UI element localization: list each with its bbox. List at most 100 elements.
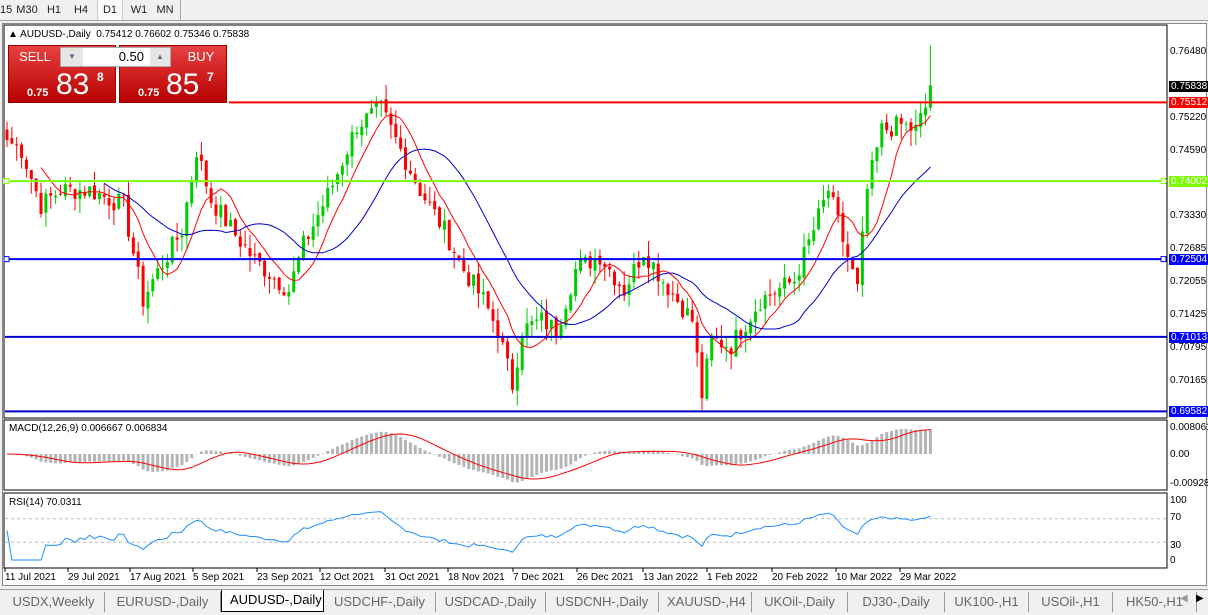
candle-body [909,122,913,131]
macd-histogram-bar [530,454,534,477]
macd-histogram-bar [165,454,169,471]
candle-body [491,309,495,321]
candle-body [306,236,310,239]
tf-h1[interactable]: H1 [46,4,62,16]
date-tick: 12 Oct 2021 [320,572,375,583]
date-tick: 26 Dec 2021 [577,572,634,583]
tf-m15[interactable]: 15 [0,4,13,16]
tab-ukoil-daily[interactable]: UKOil-,Daily [752,592,848,612]
tf-w1[interactable]: W1 [130,4,148,16]
candle-body [564,308,568,326]
candle-body [817,208,821,230]
candle-body [331,185,335,188]
macd-histogram-bar [481,454,485,473]
candle-body [778,287,782,297]
macd-histogram-bar [311,454,315,458]
candle-body [15,144,19,146]
candle-body [238,236,242,247]
buy-price-prefix: 0.75 [138,87,160,99]
candle-body [856,267,859,285]
candle-body [44,193,48,213]
candle-body [574,269,578,297]
tab-dj30-daily[interactable]: DJ30-,Daily [848,592,945,612]
blue-line-tag: 0.69582 [1169,406,1208,417]
tab-usdcnh-daily[interactable]: USDCNH-,Daily [546,592,659,612]
candle-body [700,352,704,399]
date-tick: 13 Jan 2022 [643,572,699,583]
tab-usdchf-daily[interactable]: USDCHF-,Daily [324,592,436,612]
tf-h4[interactable]: H4 [73,4,89,16]
candle-body [870,159,874,189]
candle-body [666,284,670,296]
macd-histogram-bar [603,450,607,454]
macd-histogram-bar [365,434,369,454]
macd-histogram-bar [447,454,451,462]
date-tick: 10 Mar 2022 [836,572,893,583]
chart-window[interactable] [2,23,1207,586]
macd-histogram-bar [744,454,748,463]
macd-histogram-bar [335,446,339,454]
macd-histogram-bar [749,454,753,462]
candle-body [690,309,694,322]
candle-body [486,291,490,309]
macd-histogram-bar [885,432,889,454]
volume-stepper[interactable]: ▼ 0.50 ▲ [60,47,171,67]
tab-xauusd-h4[interactable]: XAUUSD-,H4 [659,592,752,612]
macd-histogram-bar [491,454,495,475]
macd-histogram-bar [525,454,529,479]
date-tick: 1 Feb 2022 [707,572,758,583]
price-tick: 0.72685 [1170,243,1207,254]
volume-input[interactable]: 0.50 [118,49,144,64]
candle-body [613,271,616,286]
date-tick: 29 Jul 2021 [68,572,120,583]
macd-histogram-bar [141,454,145,470]
macd-histogram-bar [583,454,587,456]
macd-histogram-bar [783,450,787,454]
macd-histogram-bar [544,454,548,472]
tab-usoil-h1[interactable]: USOil-,H1 [1029,592,1113,612]
candle-body [292,271,296,292]
tab-hk50-h1[interactable]: HK50-,H1 [1113,592,1197,612]
tab-audusd-daily[interactable]: AUDUSD-,Daily [221,590,324,612]
macd-label: MACD(12,26,9) 0.006667 0.006834 [9,423,168,434]
tab-usdcad-daily[interactable]: USDCAD-,Daily [436,592,546,612]
macd-histogram-bar [39,454,43,462]
tf-d1[interactable]: D1 [97,0,123,20]
scroll-right-icon[interactable]: ▶ [1196,593,1204,604]
macd-histogram-bar [700,454,704,465]
candle-body [49,192,53,196]
increase-volume-icon[interactable]: ▲ [150,48,170,66]
candle-body [681,300,685,318]
tab-uk100-h1[interactable]: UK100-,H1 [945,592,1029,612]
collapse-icon[interactable]: ▲ [8,29,18,40]
line-handle [1160,178,1167,185]
scroll-left-icon[interactable]: ◀ [1180,593,1188,604]
candle-body [904,123,908,125]
date-tick: 18 Nov 2021 [448,572,505,583]
tab-eurusd-daily[interactable]: EURUSD-,Daily [105,592,221,612]
macd-histogram-bar [661,451,665,454]
tab-usdx-weekly[interactable]: USDX,Weekly [3,592,105,612]
macd-histogram-bar [549,454,553,471]
price-tick: 0.70795 [1170,342,1207,353]
decrease-volume-icon[interactable]: ▼ [61,48,83,66]
candle-body [112,203,116,211]
tf-m30[interactable]: M30 [16,4,38,16]
macd-histogram-bar [666,452,670,454]
tf-mn[interactable]: MN [156,4,174,16]
candle-body [647,256,651,268]
macd-histogram-bar [554,454,558,470]
candle-body [107,198,111,206]
macd-histogram-bar [438,454,442,457]
macd-histogram-bar [170,454,174,469]
candle-body [763,295,767,309]
macd-histogram-bar [875,437,879,454]
candle-body [321,206,325,216]
macd-histogram-bar [856,445,859,454]
macd-histogram-bar [705,454,709,466]
candle-body [272,278,276,280]
macd-histogram-bar [574,454,578,462]
candle-body [418,182,422,197]
candle-body [578,259,582,272]
